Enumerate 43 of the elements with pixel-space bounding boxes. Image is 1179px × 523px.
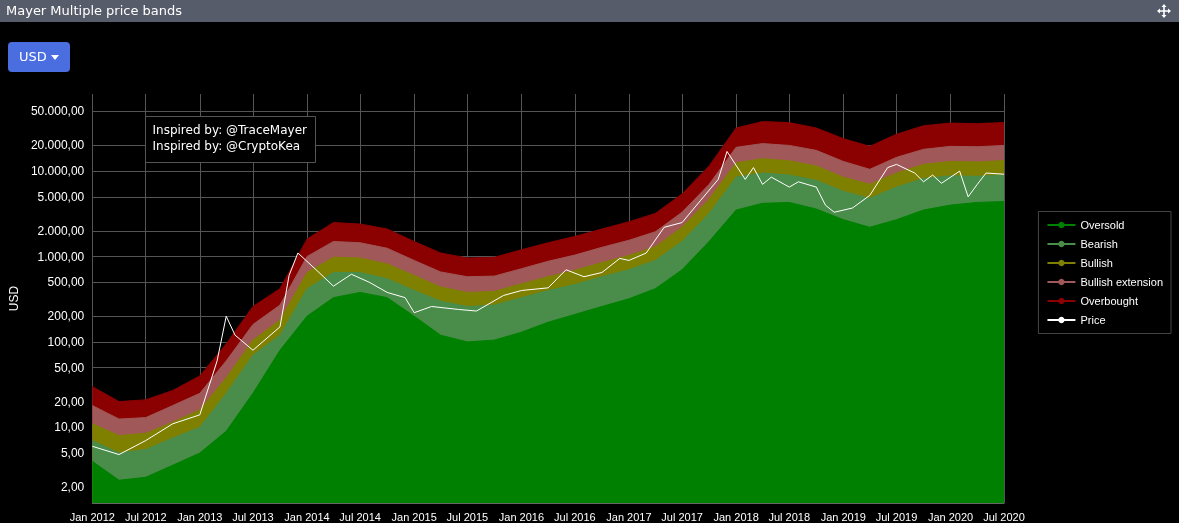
y-tick-label: 500,00: [47, 275, 85, 290]
legend-label: Bullish: [1080, 257, 1113, 269]
annotation: Inspired by: @TraceMayer: [152, 122, 308, 137]
y-tick-label: 20.000,00: [30, 138, 85, 153]
legend-label: Bullish extension: [1080, 276, 1164, 288]
legend-label: Oversold: [1080, 219, 1125, 231]
x-tick-label: Jul 2013: [232, 510, 274, 523]
x-tick-label: Jul 2015: [446, 510, 489, 523]
x-tick-label: Jan 2019: [820, 510, 866, 523]
y-tick-label: 50,00: [54, 360, 85, 375]
annotation: Inspired by: @CryptoKea: [152, 138, 301, 153]
x-tick-label: Jul 2018: [768, 510, 811, 523]
y-axis-title: USD: [7, 285, 21, 312]
x-tick-label: Jan 2012: [69, 510, 115, 523]
x-tick-label: Jul 2020: [983, 510, 1025, 523]
x-tick-label: Jul 2012: [124, 510, 167, 523]
x-tick-label: Jan 2018: [713, 510, 759, 523]
x-tick-label: Jan 2013: [177, 510, 223, 523]
legend-label: Price: [1080, 314, 1106, 326]
x-tick-label: Jan 2017: [606, 510, 652, 523]
x-tick-label: Jan 2016: [498, 510, 545, 523]
currency-dropdown[interactable]: USD: [8, 42, 70, 72]
y-tick-label: 5,00: [60, 446, 85, 461]
y-tick-label: 2,00: [60, 480, 85, 495]
x-tick-label: Jan 2015: [391, 510, 437, 523]
y-tick-label: 50.000,00: [30, 104, 85, 119]
legend-label: Overbought: [1080, 295, 1138, 307]
legend-label: Bearish: [1080, 238, 1118, 250]
x-tick-label: Jul 2019: [875, 510, 918, 523]
y-tick-label: 2.000,00: [37, 223, 85, 238]
x-tick-label: Jul 2017: [661, 510, 703, 523]
y-tick-label: 10,00: [54, 420, 85, 435]
y-tick-label: 1.000,00: [37, 249, 85, 264]
y-tick-label: 20,00: [54, 394, 85, 409]
y-tick-label: 5.000,00: [37, 189, 85, 204]
x-tick-label: Jan 2020: [927, 510, 974, 523]
y-tick-label: 100,00: [47, 334, 85, 349]
x-tick-label: Jul 2016: [554, 510, 596, 523]
y-tick-label: 10.000,00: [30, 164, 85, 179]
y-tick-label: 200,00: [47, 309, 85, 324]
x-tick-label: Jul 2014: [339, 510, 381, 523]
x-tick-label: Jan 2014: [284, 510, 330, 523]
chart-title: Mayer Multiple price bands: [6, 3, 183, 18]
